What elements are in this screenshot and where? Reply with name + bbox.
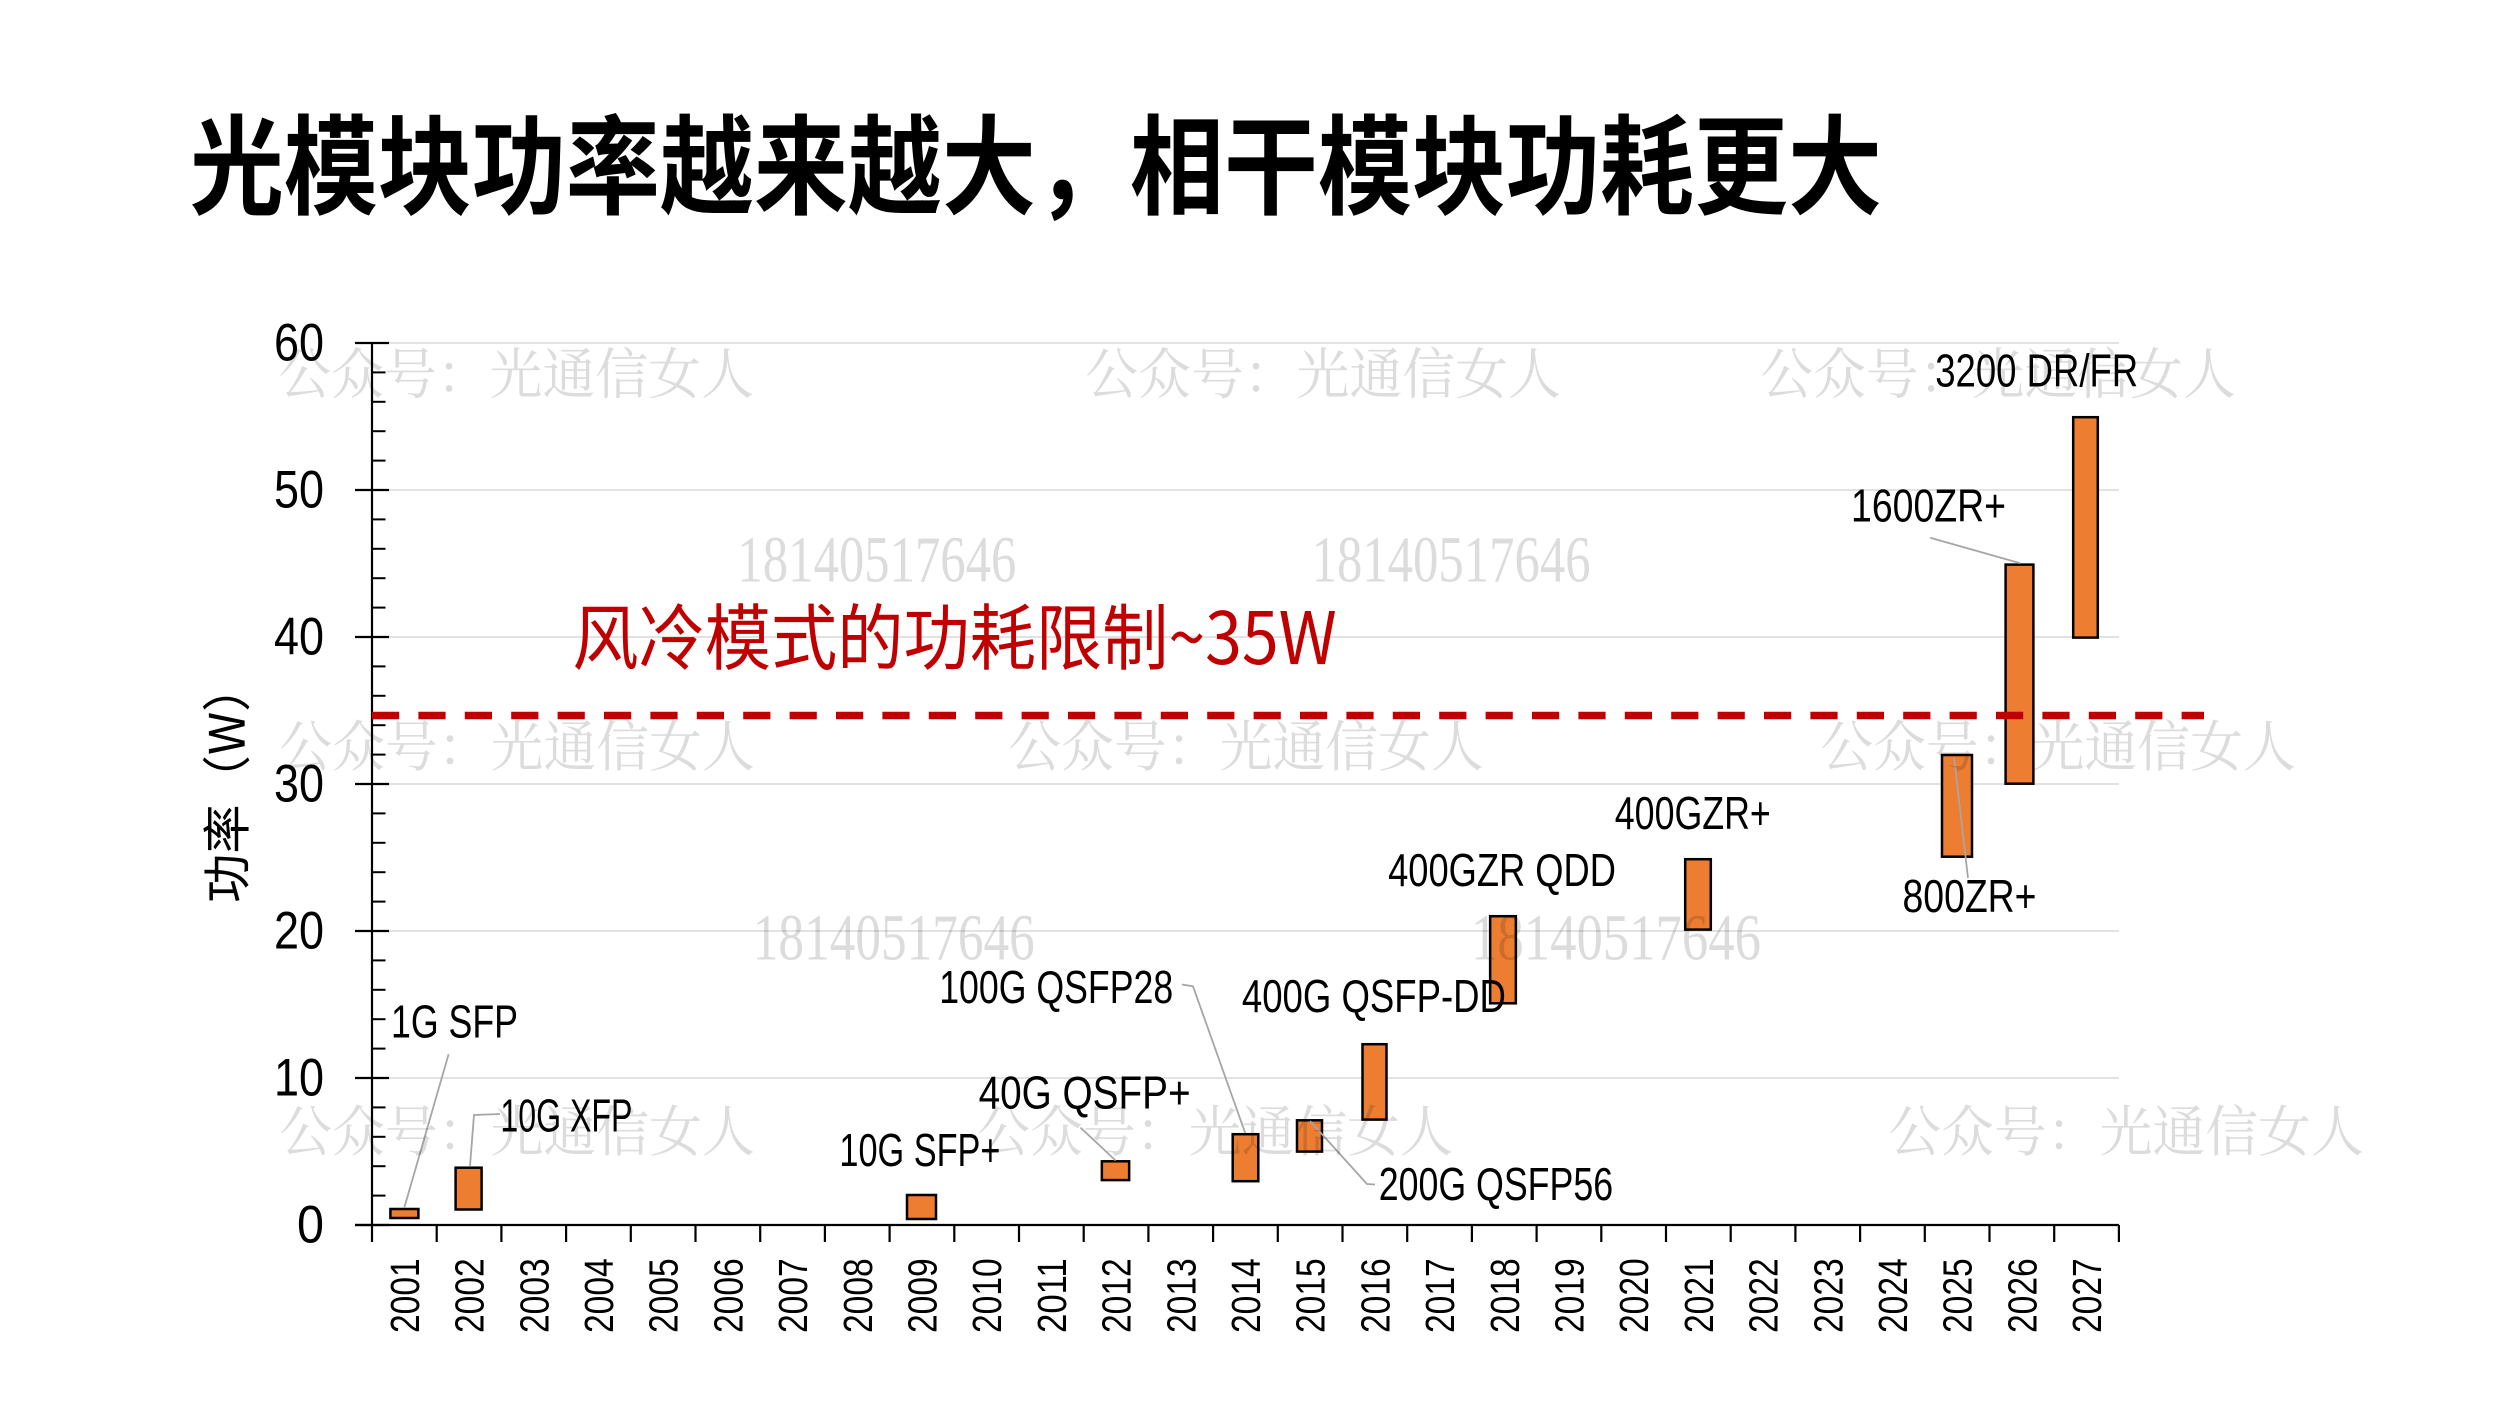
svg-text:2003: 2003	[511, 1258, 557, 1333]
svg-text:2026: 2026	[1999, 1258, 2045, 1333]
svg-text:400GZR QDD: 400GZR QDD	[1388, 844, 1616, 896]
svg-text:18140517646: 18140517646	[1471, 902, 1761, 975]
svg-text:400G QSFP-DD: 400G QSFP-DD	[1242, 970, 1506, 1022]
svg-text:2018: 2018	[1482, 1258, 1528, 1333]
svg-text:1G SFP: 1G SFP	[391, 995, 518, 1047]
svg-text:2013: 2013	[1158, 1258, 1204, 1333]
svg-text:2001: 2001	[382, 1258, 428, 1333]
svg-text:3200 DR/FR: 3200 DR/FR	[1935, 344, 2138, 396]
svg-text:2002: 2002	[447, 1258, 493, 1333]
svg-text:2027: 2027	[2064, 1258, 2110, 1333]
svg-text:18140517646: 18140517646	[753, 902, 1035, 975]
svg-text:2009: 2009	[899, 1258, 945, 1333]
svg-text:2007: 2007	[770, 1258, 816, 1333]
svg-text:2025: 2025	[1935, 1258, 1981, 1333]
svg-text:400GZR+: 400GZR+	[1615, 787, 1771, 839]
svg-text:2020: 2020	[1611, 1258, 1657, 1333]
svg-text:2017: 2017	[1417, 1258, 1463, 1333]
svg-text:2023: 2023	[1805, 1258, 1851, 1333]
svg-text:40G QSFP+: 40G QSFP+	[979, 1067, 1191, 1119]
svg-text:18140517646: 18140517646	[1312, 524, 1591, 597]
svg-text:2008: 2008	[835, 1258, 881, 1333]
svg-text:2019: 2019	[1546, 1258, 1592, 1333]
svg-text:2012: 2012	[1094, 1258, 1140, 1333]
svg-text:2024: 2024	[1870, 1258, 1916, 1333]
svg-text:2022: 2022	[1741, 1258, 1787, 1333]
svg-text:20: 20	[274, 902, 324, 961]
svg-text:50: 50	[274, 461, 324, 520]
svg-text:200G QSFP56: 200G QSFP56	[1379, 1158, 1613, 1210]
svg-text:0: 0	[297, 1196, 324, 1255]
svg-text:10G SFP+: 10G SFP+	[839, 1124, 1000, 1176]
svg-text:1600ZR+: 1600ZR+	[1851, 480, 2006, 532]
svg-text:2015: 2015	[1288, 1258, 1334, 1333]
svg-text:100G QSFP28: 100G QSFP28	[939, 961, 1173, 1013]
svg-text:2005: 2005	[641, 1258, 687, 1333]
svg-text:30: 30	[274, 755, 324, 814]
svg-text:2014: 2014	[1223, 1258, 1269, 1333]
svg-text:10G XFP: 10G XFP	[500, 1090, 632, 1142]
svg-text:40: 40	[274, 608, 324, 667]
svg-text:2016: 2016	[1352, 1258, 1398, 1333]
svg-text:2006: 2006	[705, 1258, 751, 1333]
svg-text:2021: 2021	[1676, 1258, 1722, 1333]
svg-text:2004: 2004	[576, 1258, 622, 1333]
svg-text:2010: 2010	[964, 1258, 1010, 1333]
svg-text:18140517646: 18140517646	[737, 524, 1016, 597]
svg-text:800ZR+: 800ZR+	[1903, 870, 2037, 922]
svg-text:10: 10	[274, 1049, 324, 1108]
svg-text:60: 60	[274, 314, 324, 373]
svg-text:2011: 2011	[1029, 1258, 1075, 1333]
